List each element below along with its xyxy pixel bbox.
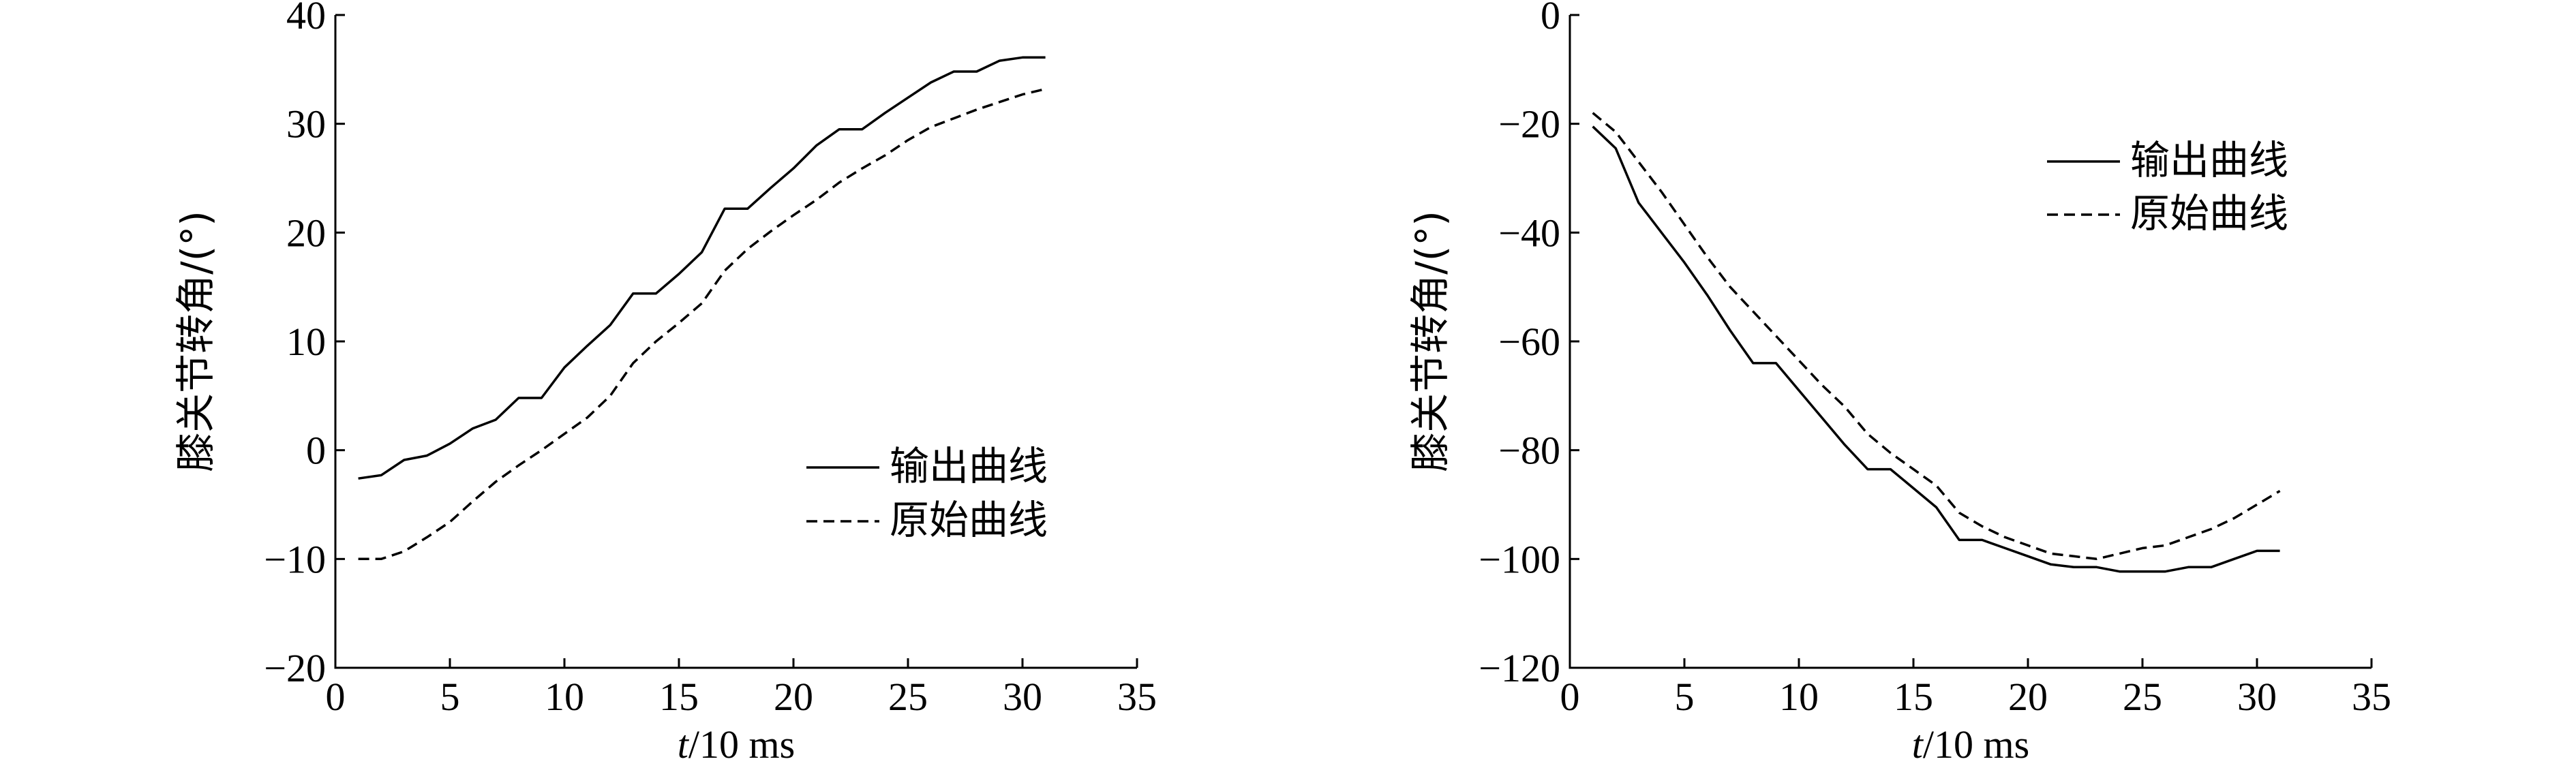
y-tick-label: −10 — [264, 537, 326, 581]
x-tick-label: 5 — [1675, 675, 1695, 719]
chart-right: 0 5 10 15 20 25 30 35 −120 −100 −80 −60 −40 −20 0 t/10 … — [1407, 0, 2391, 767]
y-tick-label: −100 — [1479, 537, 1560, 581]
axis-spines — [334, 15, 1137, 669]
legend-label: 输出曲线 — [890, 443, 1048, 489]
x-tick-label: 10 — [545, 675, 584, 719]
axis-spines — [1569, 15, 2372, 669]
y-tick-label: −120 — [1479, 646, 1560, 690]
x-axis-unit: /10 ms — [1923, 722, 2029, 767]
y-axis-label: 膝关节转角/(°) — [172, 211, 219, 472]
y-tick-label: 30 — [286, 102, 326, 147]
x-tick-label: 25 — [888, 675, 928, 719]
x-tick-label: 5 — [440, 675, 460, 719]
x-tick-label: 0 — [326, 675, 346, 719]
y-tick-label: 20 — [286, 211, 326, 255]
x-tick-label: 0 — [1560, 675, 1580, 719]
legend-label: 输出曲线 — [2130, 137, 2288, 183]
y-axis-label: 膝关节转角/(°) — [1407, 211, 1453, 472]
y-tick-label: −20 — [1498, 102, 1560, 147]
x-tick-label: 10 — [1779, 675, 1819, 719]
x-axis-label: t/10 ms — [1912, 722, 2029, 767]
chart-left: 0 5 10 15 20 25 30 35 −20 −10 0 10 20 30 40 t/10 ms 膝关节转… — [172, 0, 1157, 767]
x-tick-label: 25 — [2123, 675, 2162, 719]
y-tick-label: −40 — [1498, 211, 1560, 255]
x-tick-label: 30 — [2237, 675, 2277, 719]
series-line-output — [358, 56, 1046, 480]
x-axis-variable: t — [678, 722, 690, 767]
x-tick-label: 35 — [2352, 675, 2391, 719]
x-tick-label: 15 — [1894, 675, 1933, 719]
x-tick-label: 20 — [774, 675, 813, 719]
legend-label: 原始曲线 — [2130, 190, 2288, 236]
y-tick-label: 10 — [286, 320, 326, 364]
y-tick-label: 40 — [286, 0, 326, 37]
y-tick-label: 0 — [306, 429, 326, 473]
x-axis-variable: t — [1912, 722, 1924, 767]
y-tick-label: −80 — [1498, 429, 1560, 473]
legend-label: 原始曲线 — [890, 497, 1048, 543]
x-axis-label: t/10 ms — [678, 722, 795, 767]
x-tick-label: 30 — [1003, 675, 1042, 719]
x-tick-label: 15 — [659, 675, 699, 719]
y-tick-label: 0 — [1541, 0, 1560, 37]
x-tick-label: 35 — [1117, 675, 1157, 719]
series-line-output — [1592, 125, 2280, 573]
y-tick-label: −60 — [1498, 320, 1560, 364]
y-tick-label: −20 — [264, 646, 326, 690]
x-axis-unit: /10 ms — [688, 722, 795, 767]
x-tick-label: 20 — [2008, 675, 2048, 719]
